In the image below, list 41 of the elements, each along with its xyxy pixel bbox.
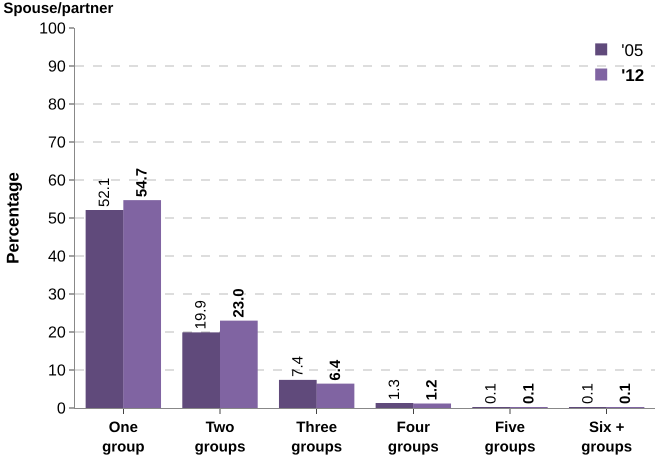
y-tick-label: 0 xyxy=(56,400,66,418)
x-tick-label: Three groups xyxy=(291,419,342,456)
chart-title: Spouse/partner xyxy=(3,0,114,17)
data-label: 1.2 xyxy=(424,380,441,400)
x-tick-label: Two groups xyxy=(194,419,246,456)
bar xyxy=(220,320,258,408)
bar xyxy=(182,332,220,408)
y-tick-label: 60 xyxy=(48,172,66,190)
data-label: 0.1 xyxy=(617,383,634,404)
bar xyxy=(316,384,354,408)
bar xyxy=(278,380,317,408)
y-tick-label: 30 xyxy=(48,286,66,304)
bar xyxy=(413,403,452,408)
y-tick-label: 100 xyxy=(39,20,66,38)
legend-label: '12 xyxy=(621,66,644,86)
bar xyxy=(376,403,414,408)
data-label: 7.4 xyxy=(289,356,306,377)
data-label: 54.7 xyxy=(134,168,151,198)
data-label: 19.9 xyxy=(192,300,210,330)
y-axis-title: Percentage xyxy=(4,172,23,264)
data-label: 0.1 xyxy=(579,383,596,404)
data-label: 0.1 xyxy=(482,383,500,404)
data-label: 6.4 xyxy=(327,359,344,381)
data-label: 0.1 xyxy=(520,383,538,404)
y-tick-label: 20 xyxy=(48,324,66,342)
x-tick-label: Six + groups xyxy=(581,419,632,456)
x-tick-label: One group xyxy=(102,419,145,456)
y-tick-label: 90 xyxy=(48,58,66,76)
bar xyxy=(86,210,124,408)
data-label: 52.1 xyxy=(96,178,113,208)
data-label: 1.3 xyxy=(386,379,403,400)
y-tick-label: 40 xyxy=(48,248,66,266)
y-tick-label: 50 xyxy=(48,210,66,228)
y-tick-label: 10 xyxy=(48,362,66,380)
x-tick-label: Five groups xyxy=(484,419,536,456)
legend-label: '05 xyxy=(621,40,644,60)
y-tick-label: 80 xyxy=(48,96,66,114)
bar xyxy=(123,200,162,408)
x-tick-label: Four groups xyxy=(388,419,439,456)
y-tick-label: 70 xyxy=(48,134,66,152)
data-label: 23.0 xyxy=(230,288,248,318)
